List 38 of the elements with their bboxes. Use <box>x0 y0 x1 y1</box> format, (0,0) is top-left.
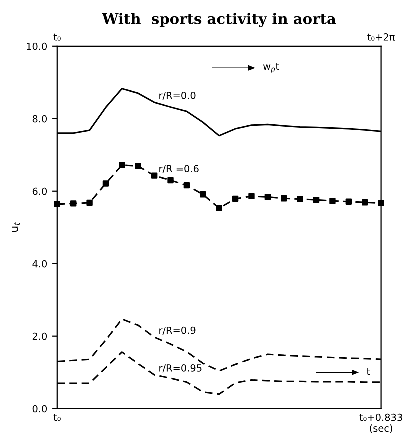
y-tick-label: 6.0 <box>32 188 48 196</box>
chart-title: With sports activity in aorta <box>102 13 336 28</box>
y-tick-label: 10.0 <box>27 42 48 50</box>
point <box>119 162 126 168</box>
point <box>54 201 60 208</box>
point <box>313 196 320 204</box>
y-tick-label: 2.0 <box>32 332 48 340</box>
point <box>297 196 304 202</box>
point <box>281 196 288 202</box>
series-label: r/R =0.6 <box>160 165 199 174</box>
point <box>151 172 158 179</box>
point <box>264 194 272 200</box>
point <box>378 200 384 206</box>
series-label: r/R=0.95 <box>160 364 202 373</box>
point <box>168 177 174 184</box>
point <box>216 205 222 212</box>
point <box>346 198 352 205</box>
point <box>70 200 77 207</box>
y-tick-label: 8.0 <box>32 115 48 123</box>
annotation: t <box>366 368 370 376</box>
series-label: r/R=0.0 <box>160 92 196 100</box>
point <box>232 196 239 202</box>
y-tick-label: 0.0 <box>32 405 48 413</box>
point <box>200 192 206 198</box>
point <box>184 182 190 189</box>
point <box>86 200 93 206</box>
point <box>362 200 368 206</box>
point <box>248 193 255 200</box>
point <box>102 180 110 187</box>
text: t₀+2π <box>368 34 395 41</box>
series-label: r/R=0.9 <box>160 326 196 335</box>
point <box>135 163 142 170</box>
x-tick-label: t₀+0.833 (sec) <box>360 414 402 434</box>
y-axis-title: u$_{t}$ <box>12 222 20 232</box>
y-tick-label: 4.0 <box>32 260 48 268</box>
text: t₀ <box>54 34 61 41</box>
annotation: w$_{p}$t <box>263 63 280 74</box>
point <box>330 198 336 204</box>
